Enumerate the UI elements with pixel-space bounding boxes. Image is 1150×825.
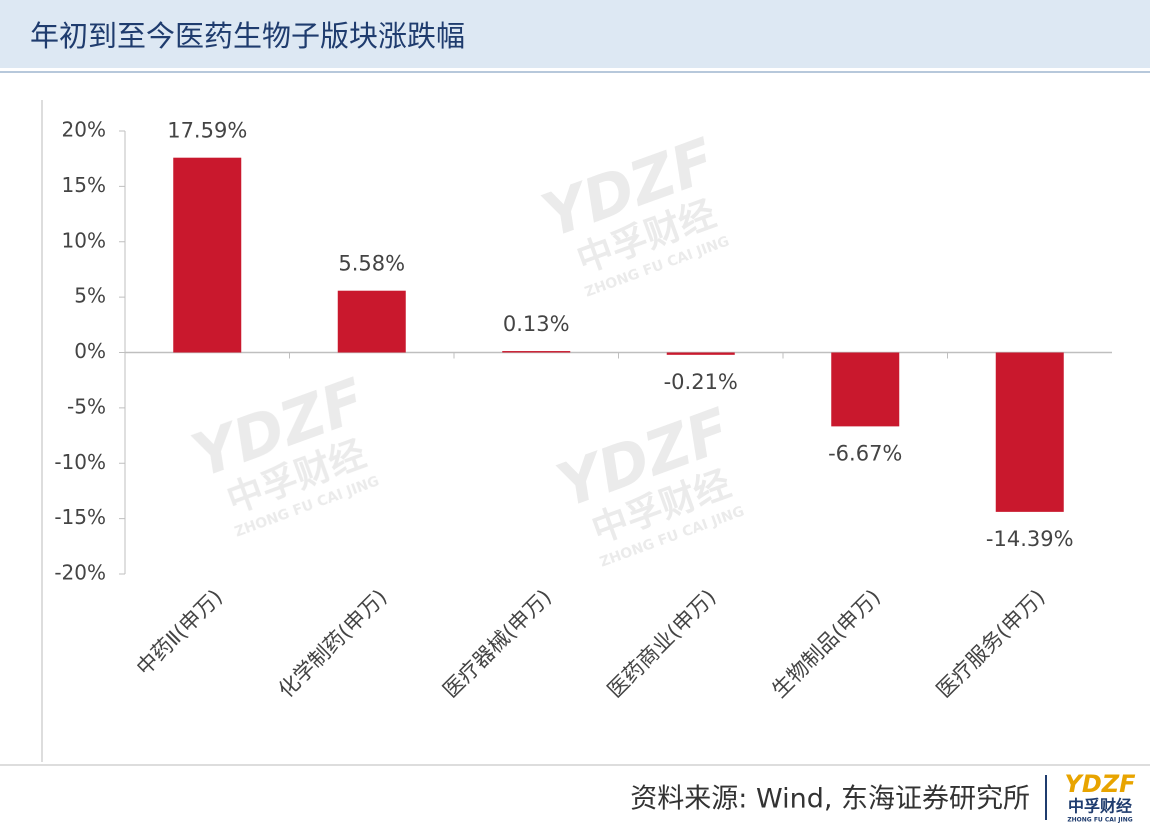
value-label: 17.59% bbox=[167, 119, 247, 143]
y-tick-label: -15% bbox=[54, 505, 106, 529]
y-tick-label: 10% bbox=[62, 228, 106, 252]
y-tick-label: 0% bbox=[74, 339, 106, 363]
y-tick-label: -5% bbox=[67, 394, 106, 418]
x-tick-label: 医药商业(申万) bbox=[603, 585, 721, 703]
bar bbox=[337, 290, 406, 353]
value-label: -14.39% bbox=[986, 527, 1074, 551]
value-label: -0.21% bbox=[664, 370, 738, 394]
bar bbox=[995, 352, 1064, 512]
watermark: YDZF 中孚财经 ZHONG FU CAI JING bbox=[548, 395, 746, 570]
watermark: YDZF 中孚财经 ZHONG FU CAI JING bbox=[183, 365, 381, 540]
x-tick-label: 医疗服务(申万) bbox=[932, 585, 1050, 703]
value-label: 0.13% bbox=[503, 312, 570, 336]
source-note: 资料来源: Wind, 东海证券研究所 bbox=[630, 784, 1030, 815]
logo-mark: YDZF bbox=[1064, 770, 1136, 798]
title-bar bbox=[0, 0, 1150, 68]
y-tick-label: 20% bbox=[62, 118, 106, 142]
value-label: -6.67% bbox=[828, 441, 902, 465]
y-tick-label: -20% bbox=[54, 561, 106, 585]
watermark: YDZF 中孚财经 ZHONG FU CAI JING bbox=[533, 125, 731, 300]
watermarks: YDZF 中孚财经 ZHONG FU CAI JING YDZF 中孚财经 ZH… bbox=[183, 125, 746, 570]
logo-pinyin: ZHONG FU CAI JING bbox=[1067, 817, 1132, 824]
x-tick-label: 医疗器械(申万) bbox=[438, 585, 556, 703]
bar bbox=[666, 352, 735, 355]
y-tick-label: -10% bbox=[54, 450, 106, 474]
bar bbox=[831, 352, 900, 427]
bar bbox=[173, 157, 242, 353]
chart-title: 年初到至今医药生物子版块涨跌幅 bbox=[30, 19, 465, 53]
x-tick-label: 生物制品(申万) bbox=[767, 585, 885, 703]
value-label: 5.58% bbox=[338, 252, 405, 276]
y-tick-label: 5% bbox=[74, 284, 106, 308]
x-tick-label: 化学制药(申万) bbox=[274, 585, 392, 703]
bar bbox=[502, 351, 571, 353]
x-tick-label: 中药Ⅱ(申万) bbox=[132, 585, 227, 680]
logo-name: 中孚财经 bbox=[1068, 797, 1132, 816]
y-tick-label: 15% bbox=[62, 173, 106, 197]
